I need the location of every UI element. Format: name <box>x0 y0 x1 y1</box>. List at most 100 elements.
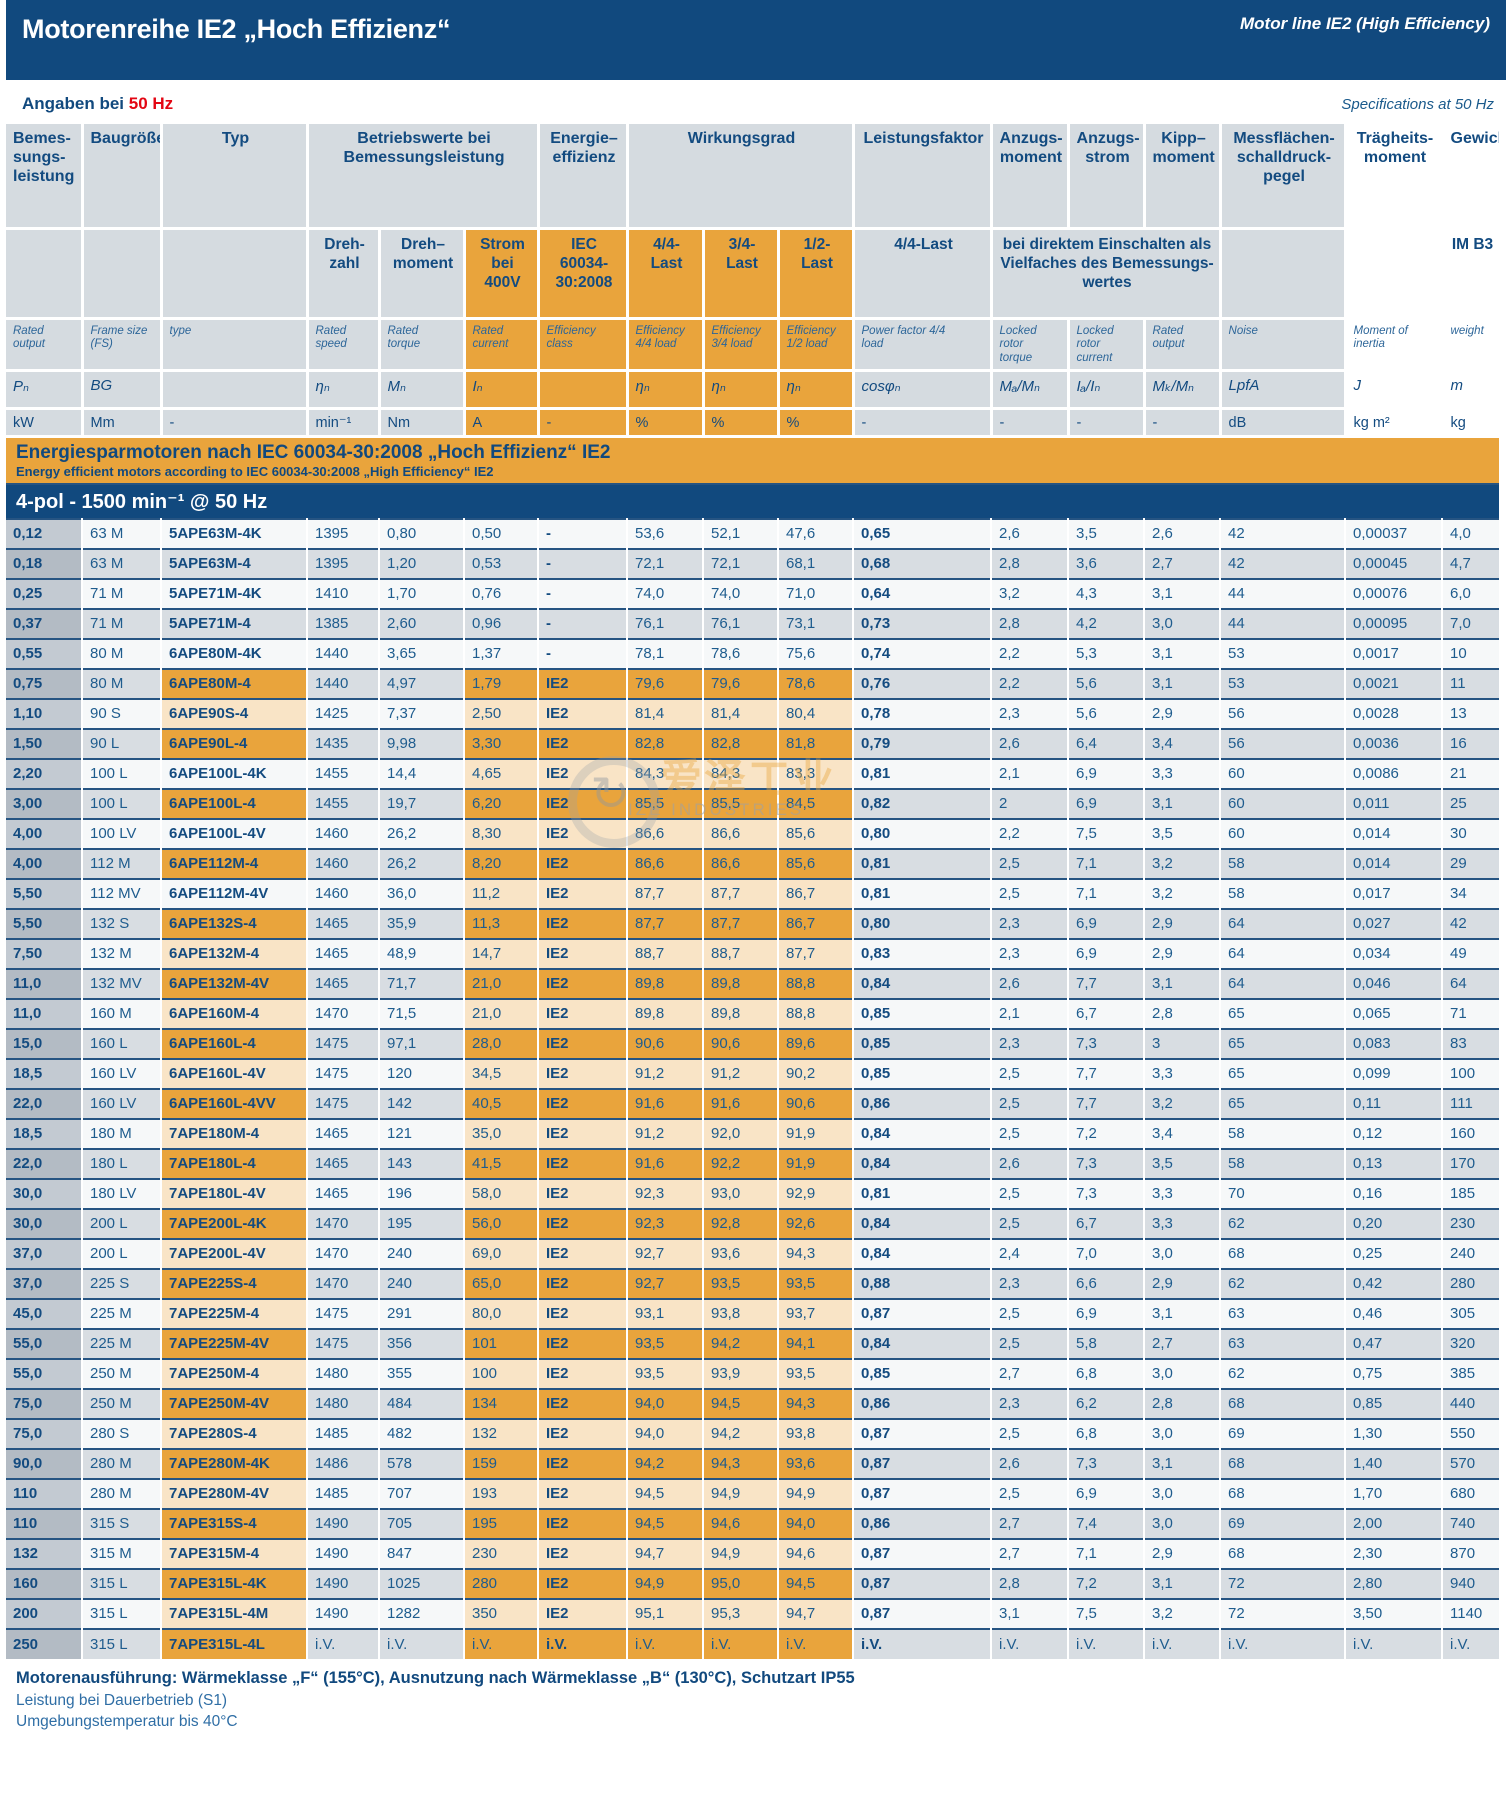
cell-col10: 0,87 <box>853 1477 993 1509</box>
cell-col10: 0,81 <box>853 757 993 789</box>
cell-col9: 93,5 <box>778 1267 855 1299</box>
cell-col10: 0,86 <box>853 1507 993 1539</box>
cell-col0: 160 <box>6 1567 83 1599</box>
cell-col13: 3,1 <box>1144 967 1222 999</box>
cell-col7: 92,3 <box>627 1207 704 1239</box>
cell-col16: 29 <box>1442 847 1502 879</box>
unit-header-cell: min⁻¹ <box>307 408 381 438</box>
cell-col6: IE2 <box>538 817 628 849</box>
cell-col15: 0,00037 <box>1345 517 1444 549</box>
cell-col13: 2,9 <box>1144 937 1222 969</box>
cell-col10: 0,80 <box>853 907 993 939</box>
cell-col8: 93,6 <box>703 1237 779 1269</box>
cell-col3: 1465 <box>307 967 380 999</box>
cell-col9: 92,9 <box>778 1177 855 1209</box>
frequency-line: Angaben bei 50 Hz Specifications at 50 H… <box>6 80 1506 124</box>
cell-col8: 81,4 <box>703 697 779 729</box>
cell-col1: 160 LV <box>82 1057 162 1089</box>
cell-col15: 1,40 <box>1345 1447 1444 1479</box>
cell-col1: 71 M <box>82 607 162 639</box>
cell-col16: 280 <box>1442 1267 1502 1299</box>
cell-col8: 94,6 <box>703 1507 779 1539</box>
sub-header-cell <box>6 228 84 320</box>
table-row: 0,25 71 M 5APE71M-4K 1410 1,70 0,76-74,0 74,0 7… <box>6 577 1502 609</box>
cell-col11: 2,5 <box>991 877 1070 909</box>
pole-section-title: 4-pol - 1500 min⁻¹ @ 50 Hz <box>6 482 1502 519</box>
cell-col13: 2,6 <box>1144 517 1222 549</box>
cell-col10: 0,86 <box>853 1087 993 1119</box>
cell-col3: 1465 <box>307 907 380 939</box>
cell-col12: 6,9 <box>1068 937 1146 969</box>
cell-col13: 3,1 <box>1144 1297 1222 1329</box>
cell-col2: 7APE315M-4 <box>161 1537 308 1569</box>
cell-col13: 3,0 <box>1144 607 1222 639</box>
cell-col15: 0,014 <box>1345 847 1444 879</box>
unit-header-cell: - <box>1068 408 1146 438</box>
cell-col2: 7APE280M-4K <box>161 1447 308 1479</box>
cell-col1: 250 M <box>82 1357 162 1389</box>
symbol-header-cell: cosφₙ <box>853 370 993 410</box>
english-header-cell: Noise <box>1220 318 1347 372</box>
cell-col10: 0,83 <box>853 937 993 969</box>
cell-col5: 280 <box>464 1567 539 1599</box>
cell-col2: 7APE315L-4M <box>161 1597 308 1629</box>
cell-col2: 7APE180L-4 <box>161 1147 308 1179</box>
cell-col15: 0,42 <box>1345 1267 1444 1299</box>
cell-col1: 80 M <box>82 667 162 699</box>
cell-col4: 26,2 <box>379 817 465 849</box>
cell-col12: 6,9 <box>1068 907 1146 939</box>
cell-col6: IE2 <box>538 1537 628 1569</box>
group-header-cell: Gewicht <box>1442 124 1502 230</box>
cell-col4: 1025 <box>379 1567 465 1599</box>
unit-header-cell: Nm <box>379 408 466 438</box>
table-row: 30,0 180 LV 7APE180L-4V 1465 196 58,0 IE2 92,3 9… <box>6 1177 1502 1209</box>
table-row: 4,00 112 M 6APE112M-4 1460 26,2 8,20 IE2 86,6 86… <box>6 847 1502 879</box>
cell-col3: 1486 <box>307 1447 380 1479</box>
cell-col16: 1140 <box>1442 1597 1502 1629</box>
cell-col14: 44 <box>1220 577 1347 609</box>
cell-col11: 2,4 <box>991 1237 1070 1269</box>
cell-col9: 94,9 <box>778 1477 855 1509</box>
cell-col0: 22,0 <box>6 1087 83 1119</box>
cell-col12: 7,7 <box>1068 967 1146 999</box>
cell-col16: 185 <box>1442 1177 1502 1209</box>
cell-col2: 7APE200L-4K <box>161 1207 308 1239</box>
cell-col14: 42 <box>1220 547 1347 579</box>
cell-col13: 3,1 <box>1144 787 1222 819</box>
cell-col1: 315 M <box>82 1537 162 1569</box>
cell-col11: 2,6 <box>991 1147 1070 1179</box>
cell-col4: 0,80 <box>379 517 465 549</box>
english-header-cell: Efficiency class <box>538 318 629 372</box>
cell-col6: IE2 <box>538 667 628 699</box>
cell-col6: IE2 <box>538 1327 628 1359</box>
cell-col13: 3,0 <box>1144 1357 1222 1389</box>
group-header-cell: Bemes- sungs- leistung <box>6 124 84 230</box>
cell-col9: 85,6 <box>778 817 855 849</box>
cell-col16: 34 <box>1442 877 1502 909</box>
cell-col2: 7APE280S-4 <box>161 1417 308 1449</box>
cell-col0: 11,0 <box>6 997 83 1029</box>
cell-col9: 93,8 <box>778 1417 855 1449</box>
cell-col6: IE2 <box>538 1237 628 1269</box>
cell-col0: 110 <box>6 1507 83 1539</box>
cell-col15: 0,011 <box>1345 787 1444 819</box>
cell-col0: 250 <box>6 1627 83 1659</box>
cell-col5: 11,3 <box>464 907 539 939</box>
cell-col12: 6,8 <box>1068 1417 1146 1449</box>
cell-col13: 2,7 <box>1144 547 1222 579</box>
cell-col13: 3,1 <box>1144 637 1222 669</box>
cell-col13: 3,0 <box>1144 1237 1222 1269</box>
cell-col3: 1470 <box>307 997 380 1029</box>
cell-col11: i.V. <box>991 1627 1070 1659</box>
cell-col5: 134 <box>464 1387 539 1419</box>
cell-col7: 53,6 <box>627 517 704 549</box>
cell-col8: 92,0 <box>703 1117 779 1149</box>
cell-col14: 62 <box>1220 1357 1347 1389</box>
table-row: 110 280 M 7APE280M-4V 1485 707 193 IE2 94,5 94,9… <box>6 1477 1502 1509</box>
cell-col3: 1465 <box>307 1117 380 1149</box>
group-header-cell: Betriebswerte bei Bemessungsleistung <box>307 124 540 230</box>
cell-col16: 305 <box>1442 1297 1502 1329</box>
cell-col2: 7APE180L-4V <box>161 1177 308 1209</box>
cell-col1: 112 M <box>82 847 162 879</box>
cell-col16: 4,7 <box>1442 547 1502 579</box>
